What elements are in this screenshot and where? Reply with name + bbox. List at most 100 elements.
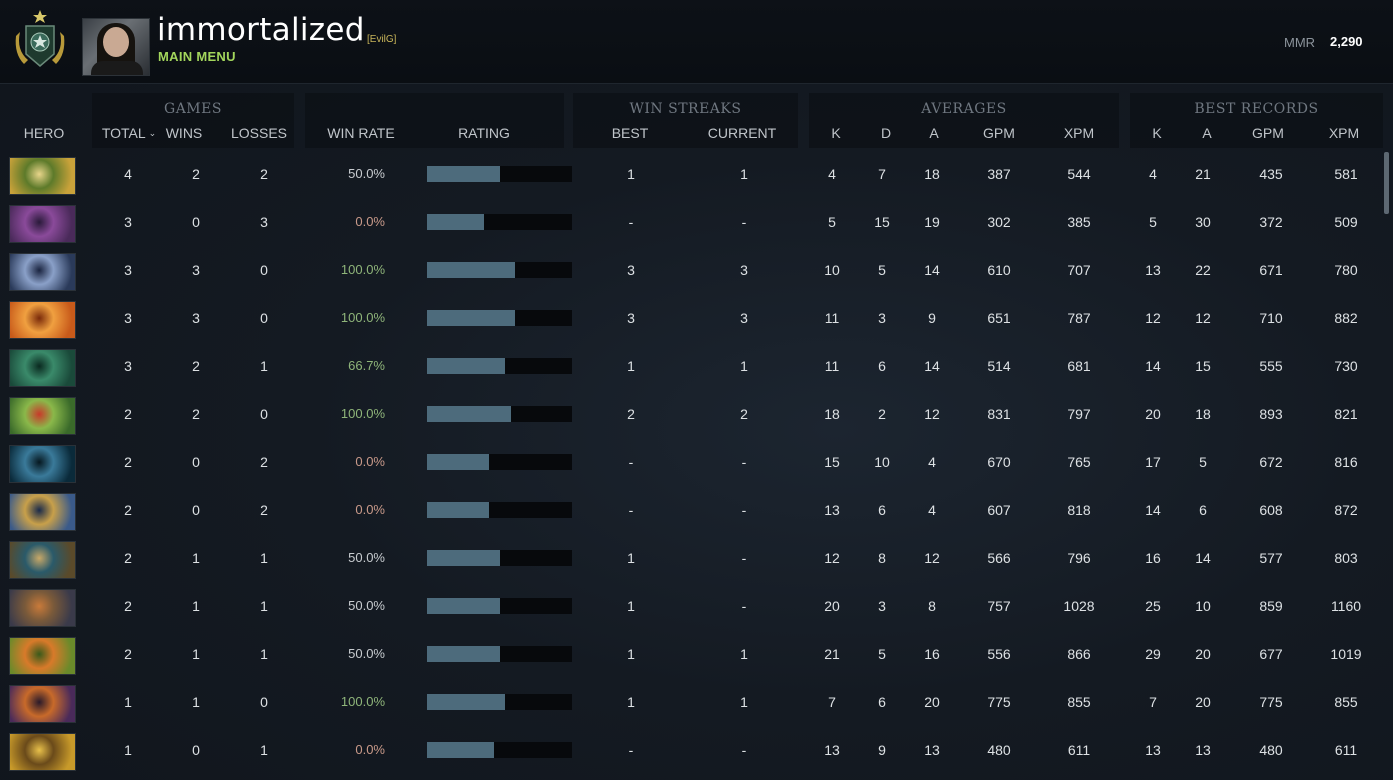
hero-portrait[interactable] <box>9 253 76 291</box>
hero-portrait[interactable] <box>9 349 76 387</box>
cell-streak-best: 1 <box>627 646 635 662</box>
cell-best-xpm: 780 <box>1334 262 1358 278</box>
hero-portrait[interactable] <box>9 637 76 675</box>
cell-wins: 2 <box>192 358 200 374</box>
table-row[interactable]: 2 1 1 1 - 20 3 8 757 1028 25 10 859 1160 50.0% <box>0 584 1383 632</box>
cell-avg-gpm: 514 <box>987 358 1011 374</box>
table-row[interactable]: 2 1 1 1 1 21 5 16 556 866 29 20 677 1019 50.0% <box>0 632 1383 680</box>
avatar[interactable] <box>82 18 150 76</box>
cell-avg-k: 13 <box>824 502 840 518</box>
column-header-rating[interactable]: RATING <box>458 125 510 141</box>
cell-losses: 0 <box>260 406 268 422</box>
column-header-best-gpm[interactable]: GPM <box>1252 125 1284 141</box>
table-row[interactable]: 3 0 3- -5 15 19 302 385 5 30 372 509 0.0% <box>0 200 1383 248</box>
hero-portrait[interactable] <box>9 301 76 339</box>
cell-best-xpm: 1019 <box>1330 646 1362 662</box>
cell-avg-k: 11 <box>824 358 840 374</box>
cell-best-k: 13 <box>1145 262 1161 278</box>
cell-total: 1 <box>124 742 132 758</box>
column-header-avg-deaths[interactable]: D <box>880 125 892 141</box>
cell-streak-best: - <box>628 742 634 758</box>
column-header-win-rate[interactable]: WIN RATE <box>327 125 395 141</box>
column-header-losses[interactable]: LOSSES <box>230 125 288 141</box>
cell-losses: 1 <box>260 598 268 614</box>
column-header-hero[interactable]: HERO <box>23 125 65 141</box>
table-row[interactable]: 3 3 0 3 3 10 5 14 610 707 13 22 671 780 100.0% <box>0 248 1383 296</box>
cell-streak-best: 1 <box>627 598 635 614</box>
rank-medal-icon <box>15 10 65 67</box>
hero-portrait[interactable] <box>9 733 76 771</box>
table-row[interactable]: 2 0 2 - - 15 10 4 670 765 17 5 672 816 0.0% <box>0 440 1383 488</box>
column-header-best-xpm[interactable]: XPM <box>1328 125 1360 141</box>
rates-group-header <box>305 93 564 148</box>
table-row[interactable]: 2 1 1 1 - 12 8 12 566 796 16 14 577 803 50.0% <box>0 536 1383 584</box>
table-row[interactable]: 3 2 1 1 1 11 6 14 514 681 14 15 555 730 66.7% <box>0 344 1383 392</box>
cell-best-k: 5 <box>1149 214 1157 230</box>
table-row[interactable]: 3 3 0 3 3 11 3 9 651 787 12 12 710 882 100.0% <box>0 296 1383 344</box>
cell-avg-d: 6 <box>878 694 886 710</box>
cell-losses: 3 <box>260 214 268 230</box>
cell-best-a: 22 <box>1195 262 1211 278</box>
table-row[interactable]: 2 0 2 - - 13 6 4 607 818 14 6 608 872 0.0% <box>0 488 1383 536</box>
cell-avg-gpm: 480 <box>987 742 1011 758</box>
cell-avg-k: 21 <box>824 646 840 662</box>
cell-best-gpm: 577 <box>1259 550 1283 566</box>
hero-portrait[interactable] <box>9 445 76 483</box>
cell-best-k: 14 <box>1145 358 1161 374</box>
hero-portrait[interactable] <box>9 685 76 723</box>
cell-win-rate: 100.0% <box>340 262 385 277</box>
cell-best-gpm: 859 <box>1259 598 1283 614</box>
cell-best-k: 29 <box>1145 646 1161 662</box>
column-header-streak-best[interactable]: BEST <box>611 125 649 141</box>
cell-streak-best: 1 <box>627 166 635 182</box>
cell-losses: 2 <box>260 166 268 182</box>
rating-bar <box>427 214 572 230</box>
cell-best-k: 20 <box>1145 406 1161 422</box>
hero-portrait[interactable] <box>9 493 76 531</box>
column-header-avg-xpm[interactable]: XPM <box>1063 125 1095 141</box>
column-header-best-kills[interactable]: K <box>1152 125 1162 141</box>
cell-losses: 1 <box>260 742 268 758</box>
cell-avg-a: 9 <box>928 310 936 326</box>
column-header-avg-gpm[interactable]: GPM <box>983 125 1015 141</box>
cell-streak-best: - <box>628 214 634 230</box>
cell-win-rate: 50.0% <box>348 166 385 181</box>
column-header-streak-current[interactable]: CURRENT <box>707 125 777 141</box>
column-header-avg-assists[interactable]: A <box>929 125 939 141</box>
cell-losses: 0 <box>260 694 268 710</box>
table-row[interactable]: 2 2 0 2 2 18 2 12 831 797 20 18 893 821 100.0% <box>0 392 1383 440</box>
cell-streak-current: 1 <box>740 166 748 182</box>
table-row[interactable]: 1 1 0 1 1 7 6 20 775 855 7 20 775 855 100.0% <box>0 680 1383 728</box>
cell-streak-current: 3 <box>740 262 748 278</box>
hero-portrait[interactable] <box>9 205 76 243</box>
hero-portrait[interactable] <box>9 397 76 435</box>
main-menu-link[interactable]: MAIN MENU <box>158 49 236 64</box>
rating-bar-fill <box>427 550 500 566</box>
cell-best-a: 20 <box>1195 646 1211 662</box>
table-scrollbar[interactable] <box>1384 152 1389 214</box>
table-row[interactable]: 4 2 2 1 1 4 7 18 387 544 4 21 435 581 50.0% <box>0 152 1383 200</box>
column-header-avg-kills[interactable]: K <box>831 125 841 141</box>
cell-streak-current: - <box>741 454 747 470</box>
cell-best-k: 17 <box>1145 454 1161 470</box>
rating-bar <box>427 646 572 662</box>
cell-avg-a: 4 <box>928 454 936 470</box>
hero-portrait[interactable] <box>9 589 76 627</box>
column-header-total[interactable]: TOTAL ⌄ <box>94 125 164 141</box>
rating-bar-fill <box>427 694 505 710</box>
table-row[interactable]: 1 0 1 - - 13 9 13 480 611 13 13 480 611 0.0% <box>0 728 1383 776</box>
cell-best-xpm: 855 <box>1334 694 1358 710</box>
hero-portrait[interactable] <box>9 157 76 195</box>
hero-portrait[interactable] <box>9 541 76 579</box>
cell-best-a: 5 <box>1199 454 1207 470</box>
column-header-best-assists[interactable]: A <box>1202 125 1212 141</box>
cell-best-gpm: 672 <box>1259 454 1283 470</box>
cell-total: 1 <box>124 694 132 710</box>
cell-best-k: 14 <box>1145 502 1161 518</box>
cell-win-rate: 0.0% <box>355 454 385 469</box>
column-header-wins[interactable]: WINS <box>165 125 203 141</box>
cell-best-a: 15 <box>1195 358 1211 374</box>
cell-avg-a: 16 <box>924 646 940 662</box>
cell-total: 3 <box>124 310 132 326</box>
cell-best-gpm: 372 <box>1259 214 1283 230</box>
